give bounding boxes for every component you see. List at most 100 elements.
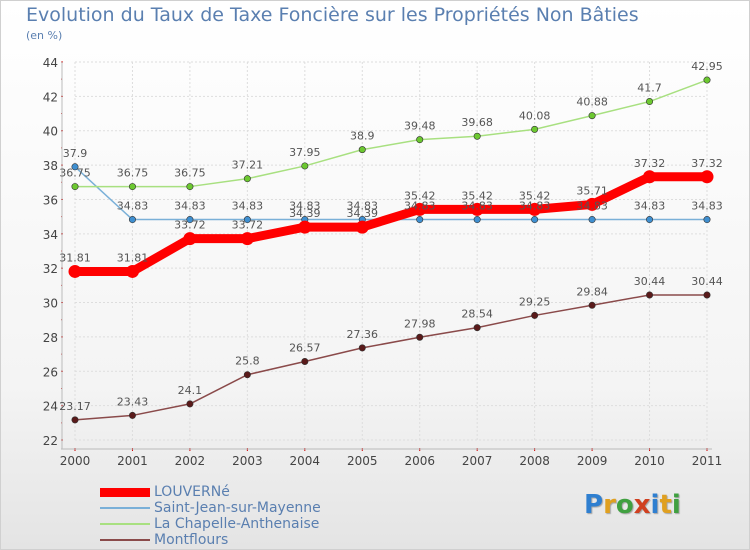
data-label: 34.83: [232, 200, 264, 213]
y-tick-label: 34: [43, 228, 58, 242]
data-point: [68, 264, 82, 278]
data-label: 34.39: [289, 207, 321, 220]
data-label: 34.83: [174, 200, 206, 213]
data-point: [243, 216, 251, 224]
y-tick-label: 38: [43, 159, 58, 173]
data-point: [413, 202, 427, 216]
data-point: [703, 216, 711, 224]
y-tick-label: 44: [43, 56, 58, 70]
data-label: 29.84: [576, 285, 608, 298]
data-label: 34.83: [404, 200, 436, 213]
x-tick-label: 2003: [232, 454, 263, 468]
data-point: [186, 400, 194, 408]
x-tick-label: 2000: [60, 454, 91, 468]
data-label: 34.83: [634, 200, 666, 213]
data-point: [71, 416, 79, 424]
y-tick-label: 28: [43, 331, 58, 345]
proxiti-logo: Proxiti: [584, 490, 681, 520]
data-point: [531, 125, 539, 133]
data-point: [588, 301, 596, 309]
data-point: [703, 291, 711, 299]
y-tick-label: 42: [43, 90, 58, 104]
data-point: [243, 175, 251, 183]
data-label: 31.81: [117, 251, 149, 264]
data-label: 35.42: [404, 189, 436, 202]
x-tick-label: 2001: [117, 454, 148, 468]
chart-title: Evolution du Taux de Taxe Foncière sur l…: [26, 4, 639, 26]
data-point: [528, 202, 542, 216]
data-point: [71, 183, 79, 191]
data-label: 26.57: [289, 341, 321, 354]
x-tick-label: 2005: [347, 454, 378, 468]
y-tick-label: 40: [43, 125, 58, 139]
data-label: 37.95: [289, 146, 321, 159]
data-label: 37.9: [63, 147, 88, 160]
data-label: 31.81: [59, 251, 91, 264]
data-point: [240, 232, 254, 246]
data-point: [301, 162, 309, 170]
data-label: 30.44: [634, 275, 666, 288]
data-point: [186, 183, 194, 191]
data-point: [473, 132, 481, 140]
data-label: 24.1: [178, 384, 203, 397]
data-label: 34.83: [519, 200, 551, 213]
data-point: [358, 146, 366, 154]
legend-swatch: [100, 507, 150, 509]
data-point: [301, 357, 309, 365]
y-tick-label: 24: [43, 400, 58, 414]
logo-letter: x: [633, 490, 651, 520]
data-label: 27.98: [404, 317, 436, 330]
logo-letter: o: [615, 490, 634, 520]
x-tick-label: 2004: [290, 454, 321, 468]
x-tick-label: 2011: [692, 454, 723, 468]
legend-label: La Chapelle-Anthenaise: [154, 516, 320, 532]
x-tick-label: 2007: [462, 454, 493, 468]
data-point: [531, 311, 539, 319]
data-label: 30.44: [691, 275, 723, 288]
series-line-2: [74, 79, 708, 188]
data-label: 34.39: [347, 207, 379, 220]
legend-swatch: [100, 539, 150, 541]
data-label: 41.7: [637, 82, 662, 95]
data-point: [585, 197, 599, 211]
x-tick-label: 2006: [404, 454, 435, 468]
logo-letter: i: [671, 490, 681, 520]
data-label: 34.83: [117, 200, 149, 213]
data-label: 34.83: [461, 200, 493, 213]
x-tick-label: 2009: [577, 454, 608, 468]
series-line-0: [70, 172, 712, 276]
data-label: 35.42: [461, 189, 493, 202]
data-point: [358, 344, 366, 352]
legend-label: Saint-Jean-sur-Mayenne: [154, 500, 321, 516]
data-label: 34.83: [691, 200, 723, 213]
data-point: [473, 324, 481, 332]
data-label: 36.75: [174, 167, 206, 180]
y-tick-label: 22: [43, 434, 58, 448]
x-tick-label: 2008: [519, 454, 550, 468]
data-label: 23.17: [59, 400, 91, 413]
data-point: [416, 136, 424, 144]
data-label: 40.88: [576, 96, 608, 109]
data-label: 37.32: [634, 157, 666, 170]
data-label: 33.72: [174, 219, 206, 232]
y-tick-label: 30: [43, 297, 58, 311]
y-tick-label: 26: [43, 365, 58, 379]
data-point: [588, 216, 596, 224]
logo-letter: i: [650, 490, 660, 520]
data-point: [531, 216, 539, 224]
data-label: 35.71: [576, 184, 608, 197]
chart-subtitle: (en %): [26, 29, 63, 42]
data-label: 35.42: [519, 189, 551, 202]
data-label: 37.21: [232, 159, 264, 172]
data-point: [588, 112, 596, 120]
logo-letter: P: [584, 490, 604, 520]
data-label: 42.95: [691, 60, 723, 73]
data-label: 39.68: [461, 116, 493, 129]
data-label: 29.25: [519, 295, 551, 308]
y-tick-label: 32: [43, 262, 58, 276]
series-line-3: [74, 294, 708, 421]
data-label: 36.75: [117, 167, 149, 180]
data-point: [700, 170, 714, 184]
data-label: 39.48: [404, 120, 436, 133]
data-label: 34.83: [289, 200, 321, 213]
